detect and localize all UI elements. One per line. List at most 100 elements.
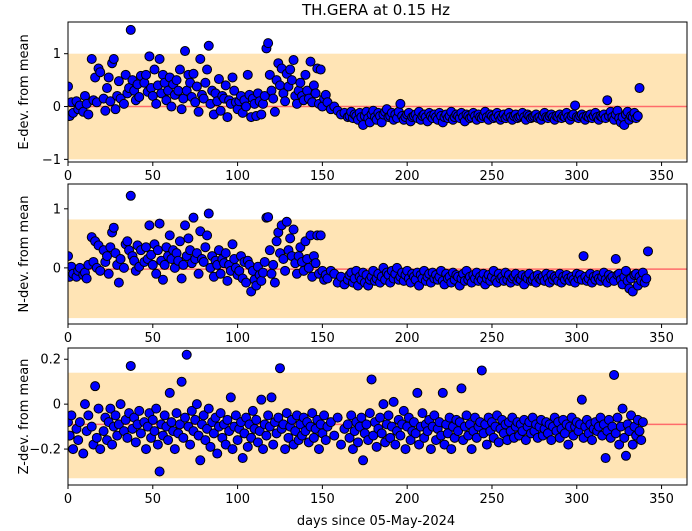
- data-point: [395, 430, 406, 441]
- data-point: [110, 410, 121, 421]
- data-point: [283, 432, 294, 443]
- data-point: [655, 0, 664, 5]
- data-point: [652, 0, 661, 5]
- y-axis-label: Z-dev. from mean: [17, 359, 32, 475]
- data-point: [83, 410, 94, 421]
- data-point: [425, 444, 436, 455]
- plot-frame: [67, 183, 688, 325]
- data-point: [241, 277, 252, 288]
- data-point: [157, 274, 168, 285]
- data-point: [602, 95, 613, 106]
- data-point: [383, 410, 394, 421]
- x-tick-label: 300: [564, 169, 589, 184]
- data-point: [666, 0, 675, 5]
- data-point: [546, 435, 557, 446]
- data-point: [657, 0, 666, 5]
- x-tick-label: 250: [480, 169, 505, 184]
- data-point: [68, 251, 73, 262]
- data-point: [190, 414, 201, 425]
- data-point: [86, 421, 97, 432]
- data-point: [358, 455, 369, 466]
- data-point: [125, 24, 136, 35]
- data-point: [203, 208, 214, 219]
- data-point: [115, 399, 126, 410]
- data-point: [95, 444, 106, 455]
- data-point: [252, 437, 263, 448]
- data-point: [679, 0, 688, 5]
- data-point: [600, 453, 611, 464]
- data-point: [256, 275, 267, 286]
- data-point: [93, 403, 104, 414]
- data-point: [256, 394, 267, 405]
- x-axis-label: days since 05-May-2024: [297, 514, 455, 529]
- data-point: [288, 55, 299, 66]
- data-point: [634, 426, 645, 437]
- data-point: [141, 444, 152, 455]
- data-point: [125, 360, 136, 371]
- data-point: [164, 230, 175, 241]
- data-point: [188, 68, 199, 79]
- data-point: [266, 392, 277, 403]
- data-point: [466, 444, 477, 455]
- data-point: [154, 53, 165, 64]
- data-point: [242, 69, 253, 80]
- data-point: [108, 222, 119, 233]
- data-point: [446, 444, 457, 455]
- data-point: [118, 98, 129, 109]
- data-point: [176, 273, 187, 284]
- data-point: [222, 414, 233, 425]
- data-point: [356, 412, 367, 423]
- x-tick-label: 150: [310, 492, 335, 507]
- x-ticks: 0 50 100 150 200 250 300 350: [64, 324, 674, 346]
- data-point: [683, 0, 692, 5]
- x-ticks: 0 50 100 150 200 250 300 350: [64, 162, 674, 184]
- data-point: [78, 448, 89, 459]
- x-tick-label: 50: [145, 331, 162, 346]
- data-point: [90, 381, 101, 392]
- data-point: [442, 428, 453, 439]
- data-point: [610, 254, 621, 265]
- data-point: [643, 0, 652, 5]
- y-tick-label: 0: [53, 100, 61, 115]
- data-point: [336, 439, 347, 450]
- data-point: [112, 430, 123, 441]
- data-point: [676, 0, 685, 5]
- data-point: [108, 53, 119, 64]
- data-point: [664, 0, 673, 5]
- data-point: [241, 101, 252, 112]
- data-point: [313, 444, 324, 455]
- data-point: [640, 0, 649, 5]
- y-ticks: −0.2 0 0.2: [29, 353, 68, 458]
- data-point: [481, 439, 492, 450]
- data-point: [439, 439, 450, 450]
- data-point: [677, 0, 686, 5]
- data-point: [437, 387, 448, 398]
- data-point: [166, 417, 177, 428]
- data-point: [125, 190, 136, 201]
- data-point: [493, 437, 504, 448]
- panel-3: 0 50 100 150 200 250 300 350 −0.200.2Z-dev. from…: [17, 0, 692, 507]
- data-point: [193, 106, 204, 117]
- x-tick-label: 0: [64, 169, 72, 184]
- data-point: [329, 430, 340, 441]
- data-point: [614, 439, 625, 450]
- data-point: [222, 275, 233, 286]
- data-point: [388, 396, 399, 407]
- data-point: [171, 408, 182, 419]
- data-point: [683, 0, 692, 5]
- data-point: [266, 268, 277, 279]
- y-tick-label: −1: [42, 153, 61, 168]
- data-point: [134, 405, 145, 416]
- data-point: [281, 408, 292, 419]
- data-point: [315, 230, 326, 241]
- data-point: [636, 435, 647, 446]
- data-point: [642, 0, 651, 5]
- data-point: [300, 69, 311, 80]
- data-point: [366, 374, 377, 385]
- data-point: [617, 403, 628, 414]
- data-point: [672, 0, 681, 5]
- data-point: [105, 403, 116, 414]
- data-point: [203, 403, 214, 414]
- data-point: [642, 0, 651, 5]
